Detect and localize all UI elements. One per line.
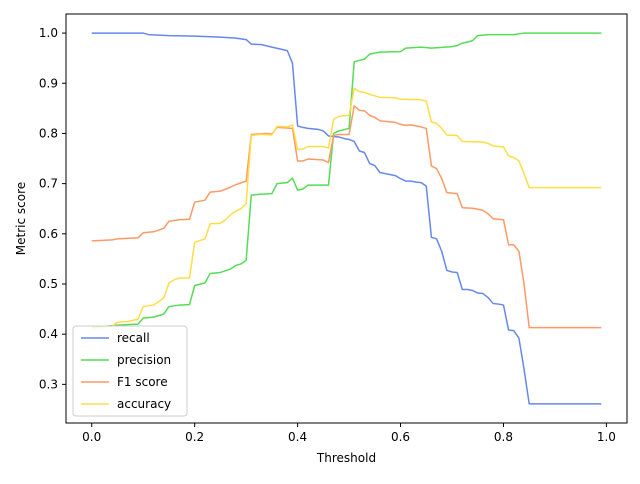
series-line-f1-score	[91, 105, 602, 329]
legend-label-accuracy: accuracy	[117, 397, 171, 411]
plot-frame	[65, 13, 628, 424]
series-line-precision	[91, 32, 602, 328]
x-tick-label: 0.6	[391, 430, 410, 444]
series-line-recall	[91, 32, 602, 405]
y-tick-label: 0.7	[39, 177, 58, 191]
legend: recall precision F1 score accuracy	[72, 325, 188, 417]
y-tick-label: 0.3	[39, 377, 58, 391]
series-line-accuracy	[91, 87, 602, 329]
legend-label-recall: recall	[117, 331, 150, 345]
x-tick-label: 0.0	[82, 430, 101, 444]
y-tick-label: 0.4	[39, 327, 58, 341]
y-tick-label: 0.9	[39, 76, 58, 90]
y-tick-label: 0.6	[39, 227, 58, 241]
y-axis-label: Metric score	[14, 182, 28, 255]
y-tick-label: 0.5	[39, 277, 58, 291]
x-tick-label: 0.8	[494, 430, 513, 444]
x-axis-ticks: 0.0 0.2 0.4 0.6 0.8 1.0	[82, 423, 616, 444]
series-lines	[91, 32, 602, 405]
legend-label-precision: precision	[117, 353, 171, 367]
x-tick-label: 0.4	[288, 430, 307, 444]
legend-box	[72, 325, 188, 417]
x-tick-label: 1.0	[597, 430, 616, 444]
x-tick-label: 0.2	[185, 430, 204, 444]
y-tick-label: 0.8	[39, 126, 58, 140]
legend-label-f1-score: F1 score	[117, 375, 168, 389]
y-tick-label: 1.0	[39, 26, 58, 40]
y-axis-ticks: 0.3 0.4 0.5 0.6 0.7 0.8 0.9 1.0	[39, 26, 66, 391]
x-axis-label: Threshold	[316, 451, 376, 465]
